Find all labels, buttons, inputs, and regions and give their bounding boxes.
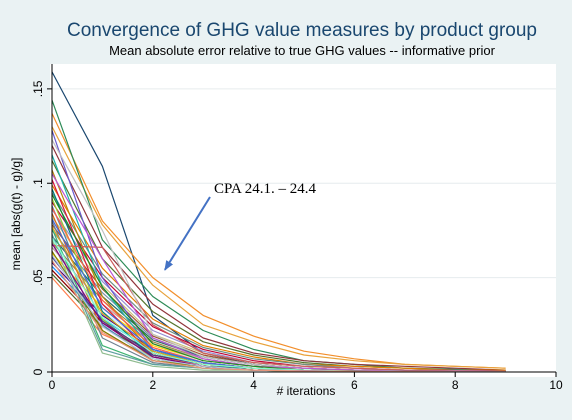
axes [47,64,557,377]
series-line-3 [51,126,506,369]
chart-title: Convergence of GHG value measures by pro… [67,20,537,41]
y-axis-label: mean [abs(g(t) - g)/g] [9,158,23,271]
series-line-7 [51,184,506,371]
x-tick-label-4: 8 [452,378,459,392]
x-tick-label-0: 0 [49,378,56,392]
outer-plot-region [50,64,556,377]
x-axis-label: # iterations [277,384,336,398]
series-line-5 [51,145,506,371]
y-tick-label-1: .05 [31,269,45,286]
annotation-label-0: CPA 24.1. – 24.4 [214,181,316,197]
chart-subtitle: Mean absolute error relative to true GHG… [109,43,495,58]
x-tick-label-2: 4 [250,378,257,392]
x-tick-label-1: 2 [149,378,156,392]
series-line-36 [51,244,506,372]
x-tick-label-5: 10 [549,378,563,392]
annotation-arrow-0 [164,196,211,271]
tick-labels: 0 2 4 6 8 10 0 .05 .1 .15 [31,80,563,392]
y-tick-label-0: 0 [31,368,45,375]
annotations: CPA 24.1. – 24.4 [164,181,316,271]
y-tick-label-3: .15 [31,80,45,97]
x-tick-label-3: 6 [351,378,358,392]
y-tick-label-2: .1 [31,178,45,188]
